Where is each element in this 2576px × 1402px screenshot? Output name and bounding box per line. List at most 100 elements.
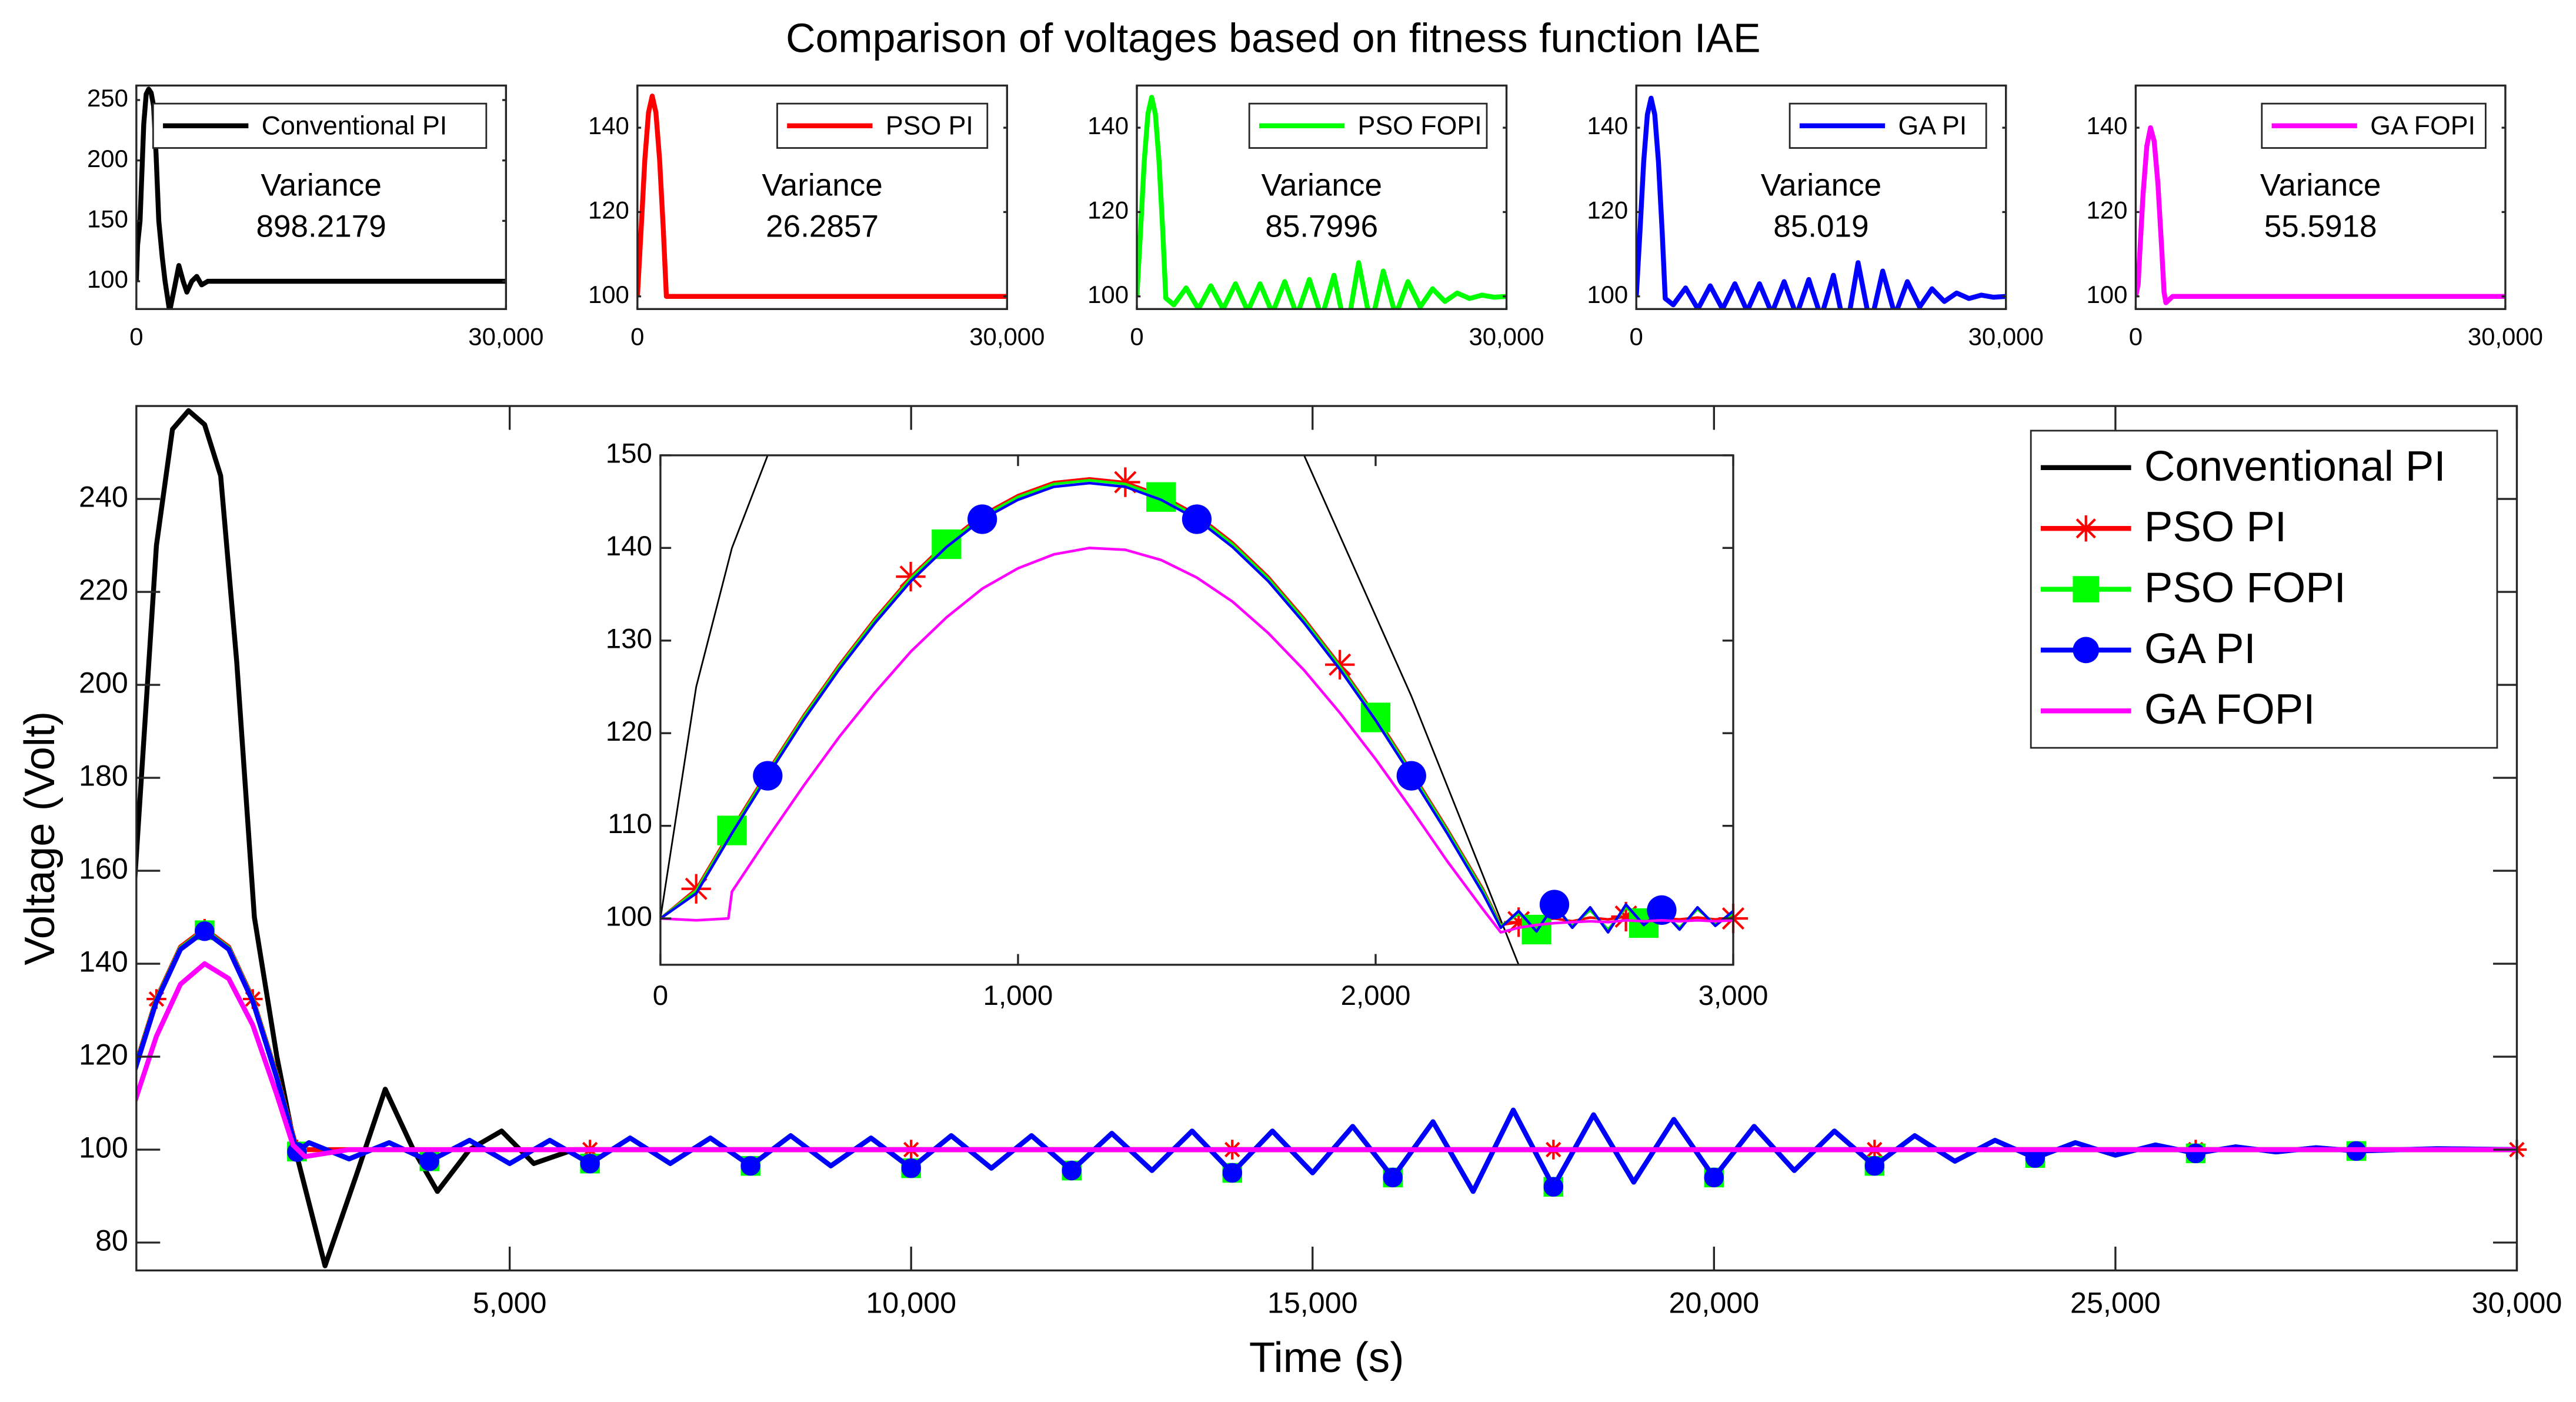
series-marker xyxy=(1539,890,1570,920)
legend-label: GA FOPI xyxy=(2370,111,2475,140)
y-tick-label: 140 xyxy=(1587,112,1628,139)
y-tick-label: 120 xyxy=(606,716,652,747)
x-tick-label: 30,000 xyxy=(1968,323,2044,351)
series-marker xyxy=(1543,1177,1564,1197)
y-tick-label: 130 xyxy=(606,623,652,654)
x-axis-label: Time (s) xyxy=(1249,1334,1404,1381)
series-marker xyxy=(753,761,783,791)
series-marker xyxy=(1504,907,1534,937)
y-tick-label: 140 xyxy=(1087,112,1129,139)
y-tick-label: 150 xyxy=(606,438,652,469)
y-tick-label: 100 xyxy=(1587,281,1628,308)
y-tick-label: 100 xyxy=(79,1130,128,1164)
y-tick-label: 120 xyxy=(1587,196,1628,224)
series-line xyxy=(136,928,2517,1194)
series-line xyxy=(1137,95,1507,309)
series-marker xyxy=(419,1151,439,1171)
y-tick-label: 140 xyxy=(606,531,652,562)
x-tick-label: 15,000 xyxy=(1267,1286,1358,1319)
series-marker xyxy=(717,815,747,845)
x-tick-label: 0 xyxy=(1630,323,1643,351)
y-tick-label: 150 xyxy=(87,205,128,232)
y-tick-label: 120 xyxy=(2087,196,2128,224)
series-marker xyxy=(967,504,997,534)
plot-frame xyxy=(1635,84,2007,310)
y-tick-label: 200 xyxy=(87,145,128,172)
y-tick-label: 100 xyxy=(2087,281,2128,308)
annotation-value: 85.019 xyxy=(1773,209,1868,244)
series-marker xyxy=(1396,761,1426,791)
y-tick-label: 100 xyxy=(1087,281,1129,308)
x-tick-label: 30,000 xyxy=(2468,323,2543,351)
y-tick-label: 120 xyxy=(588,196,629,224)
legend-label: GA PI xyxy=(2144,625,2256,672)
plot-frame xyxy=(636,84,1009,310)
x-tick-label: 20,000 xyxy=(1669,1286,1759,1319)
x-tick-label: 3,000 xyxy=(1699,980,1769,1011)
legend-label: PSO PI xyxy=(886,111,973,140)
annotation: Variance xyxy=(1262,168,1383,203)
x-tick-label: 30,000 xyxy=(2472,1286,2562,1319)
x-tick-label: 1,000 xyxy=(983,980,1053,1011)
x-tick-label: 0 xyxy=(129,323,143,351)
y-tick-label: 80 xyxy=(95,1223,128,1257)
series-line xyxy=(2135,125,2505,305)
y-tick-label: 110 xyxy=(608,808,652,840)
x-tick-label: 30,000 xyxy=(969,323,1045,351)
y-tick-label: 100 xyxy=(87,265,128,293)
plot-frame xyxy=(659,454,1734,966)
y-tick-label: 250 xyxy=(87,84,128,112)
y-tick-label: 100 xyxy=(588,281,629,308)
x-tick-label: 30,000 xyxy=(1469,323,1544,351)
x-tick-label: 2,000 xyxy=(1341,980,1411,1011)
series-marker xyxy=(1222,1163,1243,1183)
legend-label: Conventional PI xyxy=(2144,442,2446,490)
series-line xyxy=(637,94,1007,299)
series-marker xyxy=(2185,1143,2206,1164)
annotation-value: 898.2179 xyxy=(256,209,386,244)
x-tick-label: 5,000 xyxy=(473,1286,547,1319)
series-line xyxy=(660,481,1734,934)
y-tick-label: 140 xyxy=(2087,112,2128,139)
series-marker xyxy=(580,1153,600,1174)
legend-label: PSO FOPI xyxy=(1358,111,1482,140)
series-line xyxy=(1636,95,2006,309)
series-marker xyxy=(1110,467,1140,497)
plot-frame xyxy=(135,84,508,310)
annotation-value: 26.2857 xyxy=(766,209,879,244)
series-marker xyxy=(195,921,215,941)
legend-label: PSO PI xyxy=(2144,503,2287,551)
series-marker xyxy=(1383,1167,1403,1188)
series-line xyxy=(660,547,1734,934)
legend-marker xyxy=(2073,515,2100,542)
y-tick-label: 100 xyxy=(606,901,652,933)
series-marker xyxy=(932,529,962,560)
plot-frame xyxy=(135,405,2518,1272)
legend-label: PSO FOPI xyxy=(2144,564,2346,612)
y-tick-label: 240 xyxy=(79,479,128,513)
x-tick-label: 25,000 xyxy=(2070,1286,2161,1319)
x-tick-label: 30,000 xyxy=(468,323,543,351)
inset-background xyxy=(660,455,1734,965)
series-marker xyxy=(1611,901,1641,932)
series-line xyxy=(136,961,2517,1160)
y-tick-label: 120 xyxy=(1087,196,1129,224)
series-marker xyxy=(1864,1155,1885,1176)
x-tick-label: 0 xyxy=(2129,323,2143,351)
plot-frame xyxy=(2134,84,2507,310)
y-tick-label: 140 xyxy=(79,944,128,978)
series-marker xyxy=(2025,1148,2046,1168)
legend-box xyxy=(152,102,488,149)
legend-marker xyxy=(2073,576,2100,602)
legend-marker xyxy=(2073,637,2100,664)
series-marker xyxy=(901,1158,921,1178)
series-marker xyxy=(740,1155,760,1176)
annotation: Variance xyxy=(261,168,382,203)
x-tick-label: 0 xyxy=(630,323,644,351)
x-tick-label: 10,000 xyxy=(866,1286,956,1319)
y-tick-label: 200 xyxy=(79,665,128,699)
y-tick-label: 140 xyxy=(588,112,629,139)
y-tick-label: 180 xyxy=(79,758,128,792)
series-marker xyxy=(1062,1160,1082,1181)
